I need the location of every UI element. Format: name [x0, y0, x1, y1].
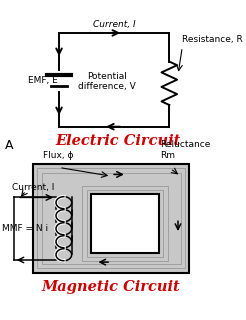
Text: MMF = N i: MMF = N i — [2, 224, 48, 233]
Text: Flux, ϕ: Flux, ϕ — [43, 151, 74, 160]
Text: Electric Circuit: Electric Circuit — [55, 133, 180, 148]
Bar — [87, 190, 163, 257]
Text: Resistance, R: Resistance, R — [182, 36, 243, 44]
Bar — [91, 195, 159, 252]
Text: A: A — [5, 139, 14, 152]
Bar — [82, 186, 168, 261]
Bar — [37, 168, 185, 268]
Text: Reluctance
Rm: Reluctance Rm — [161, 140, 211, 160]
Text: Potential
difference, V: Potential difference, V — [78, 72, 136, 91]
Bar — [33, 164, 189, 273]
Text: Current, I: Current, I — [93, 20, 136, 29]
Text: EMF, E: EMF, E — [28, 76, 58, 85]
Bar — [42, 173, 181, 264]
Text: Current, I: Current, I — [12, 182, 55, 192]
Text: Magnetic Circuit: Magnetic Circuit — [42, 280, 181, 294]
